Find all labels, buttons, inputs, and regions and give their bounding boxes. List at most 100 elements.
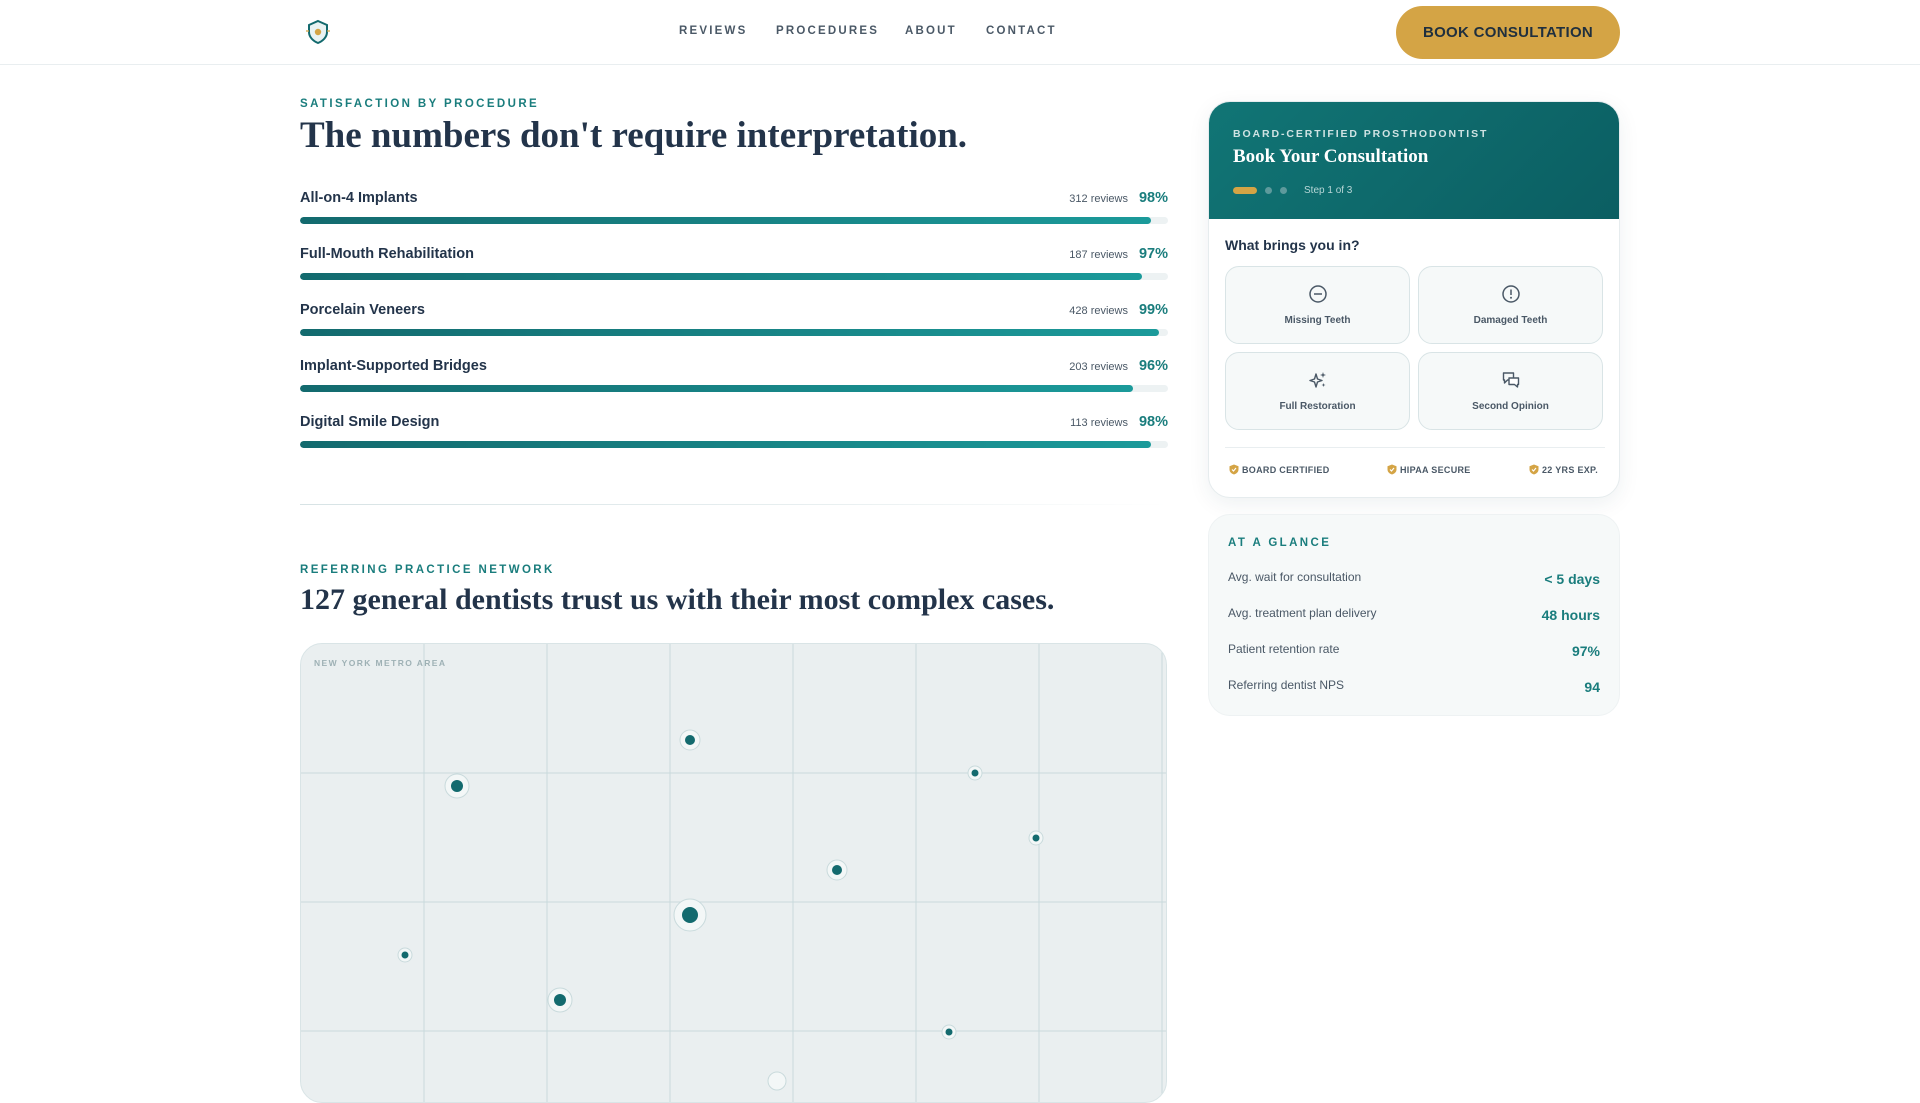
satisfaction-eyebrow: SATISFACTION BY PROCEDURE [300,98,540,110]
map-pin[interactable] [826,859,848,881]
intake-question: What brings you in? [1225,237,1360,253]
procedure-progress-fill [300,441,1151,448]
step-indicator [1265,187,1272,194]
map-grid [301,644,1166,1102]
procedure-name: Digital Smile Design [300,414,440,430]
map-label: NEW YORK METRO AREA [314,658,447,668]
map-pin-group [397,729,1044,1091]
map-pin[interactable] [767,1071,787,1091]
minus-circle-icon [1309,285,1327,303]
procedure-percent: 98% [1138,190,1168,206]
option-label: Damaged Teeth [1473,315,1548,326]
glance-value: < 5 days [1544,571,1600,587]
glance-label: Patient retention rate [1228,642,1340,656]
procedure-progress-track [300,273,1168,280]
badge-label: BOARD CERTIFIED [1242,465,1330,475]
glance-label: Referring dentist NPS [1228,678,1345,692]
main-nav: REVIEWS PROCEDURES ABOUT CONTACT [0,0,1920,65]
nav-link-reviews[interactable]: REVIEWS [679,25,748,37]
satisfaction-title: The numbers don't require interpretation… [300,115,968,156]
consultation-card-header: BOARD-CERTIFIED PROSTHODONTIST Book Your… [1209,102,1619,219]
procedure-progress-track [300,329,1168,336]
map-pin[interactable] [547,987,573,1013]
nav-link-contact[interactable]: CONTACT [986,25,1057,37]
option-full-restoration[interactable]: Full Restoration [1225,352,1410,430]
map-pin[interactable] [397,947,413,963]
procedure-name: Full-Mouth Rehabilitation [300,246,474,262]
glance-label: Avg. treatment plan delivery [1228,606,1377,620]
card-title: Book Your Consultation [1233,146,1429,167]
glance-row: Patient retention rate 97% [1228,642,1600,666]
procedure-review-count: 203 reviews [1069,361,1128,373]
procedure-review-count: 187 reviews [1069,249,1128,261]
option-label: Missing Teeth [1284,315,1351,326]
procedure-progress-fill [300,273,1142,280]
procedure-percent: 97% [1138,246,1168,262]
map-canvas [301,644,1166,1102]
procedure-progress-track [300,441,1168,448]
step-indicator [1280,187,1287,194]
referral-map[interactable]: NEW YORK METRO AREA [300,643,1167,1103]
map-pin[interactable] [673,898,707,932]
procedure-review-count: 312 reviews [1069,193,1128,205]
procedure-row: All-on-4 Implants 312 reviews 98% [300,190,1168,246]
map-pin[interactable] [679,729,701,751]
network-eyebrow: REFERRING PRACTICE NETWORK [300,564,555,576]
nav-link-procedures[interactable]: PROCEDURES [776,25,880,37]
procedure-percent: 98% [1138,414,1168,430]
glance-row: Referring dentist NPS 94 [1228,678,1600,702]
shield-check-icon [1387,464,1397,475]
glance-value: 97% [1571,643,1600,659]
procedure-review-count: 113 reviews [1070,417,1128,429]
site-header: REVIEWS PROCEDURES ABOUT CONTACT BOOK CO… [0,0,1920,65]
glance-value: 48 hours [1541,607,1600,623]
consultation-card: BOARD-CERTIFIED PROSTHODONTIST Book Your… [1208,101,1620,498]
sparkles-icon [1309,372,1326,388]
map-pin[interactable] [1028,830,1044,846]
badge-board-certified: BOARD CERTIFIED [1229,464,1330,475]
alert-circle-icon [1502,285,1520,303]
glance-row: Avg. wait for consultation < 5 days [1228,570,1600,594]
procedure-progress-track [300,217,1168,224]
chat-bubbles-icon [1502,372,1520,388]
procedure-list: All-on-4 Implants 312 reviews 98% Full-M… [300,190,1168,470]
option-damaged-teeth[interactable]: Damaged Teeth [1418,266,1603,344]
glance-value: 94 [1584,679,1600,695]
network-title: 127 general dentists trust us with their… [300,583,1055,616]
logo-shield-icon[interactable] [304,18,332,46]
step-indicator-active [1233,187,1257,194]
procedure-row: Digital Smile Design 113 reviews 98% [300,414,1168,470]
procedure-percent: 96% [1138,358,1168,374]
procedure-percent: 99% [1138,302,1168,318]
procedure-progress-fill [300,329,1160,336]
procedure-progress-fill [300,385,1134,392]
option-label: Full Restoration [1279,401,1356,412]
map-pin[interactable] [444,773,470,799]
procedure-name: Porcelain Veneers [300,302,425,318]
at-a-glance-panel: AT A GLANCE Avg. wait for consultation <… [1208,514,1620,716]
option-label: Second Opinion [1472,401,1549,412]
book-consultation-button[interactable]: BOOK CONSULTATION [1396,6,1620,59]
glance-row: Avg. treatment plan delivery 48 hours [1228,606,1600,630]
badge-label: HIPAA SECURE [1400,465,1471,475]
step-counter: Step 1 of 3 [1304,185,1353,196]
option-second-opinion[interactable]: Second Opinion [1418,352,1603,430]
procedure-row: Porcelain Veneers 428 reviews 99% [300,302,1168,358]
badge-hipaa-secure: HIPAA SECURE [1387,464,1471,475]
procedure-progress-fill [300,217,1151,224]
glance-title: AT A GLANCE [1228,537,1332,549]
procedure-progress-track [300,385,1168,392]
map-pin[interactable] [941,1024,957,1040]
procedure-review-count: 428 reviews [1069,305,1128,317]
option-missing-teeth[interactable]: Missing Teeth [1225,266,1410,344]
badge-label: 22 YRS EXP. [1542,465,1599,475]
procedure-name: Implant-Supported Bridges [300,358,487,374]
nav-link-about[interactable]: ABOUT [905,25,957,37]
map-pin[interactable] [967,765,983,781]
procedure-name: All-on-4 Implants [300,190,418,206]
shield-check-icon [1229,464,1239,475]
badge-years-experience: 22 YRS EXP. [1529,464,1598,475]
procedure-row: Full-Mouth Rehabilitation 187 reviews 97… [300,246,1168,302]
glance-label: Avg. wait for consultation [1228,570,1362,584]
procedure-row: Implant-Supported Bridges 203 reviews 96… [300,358,1168,414]
